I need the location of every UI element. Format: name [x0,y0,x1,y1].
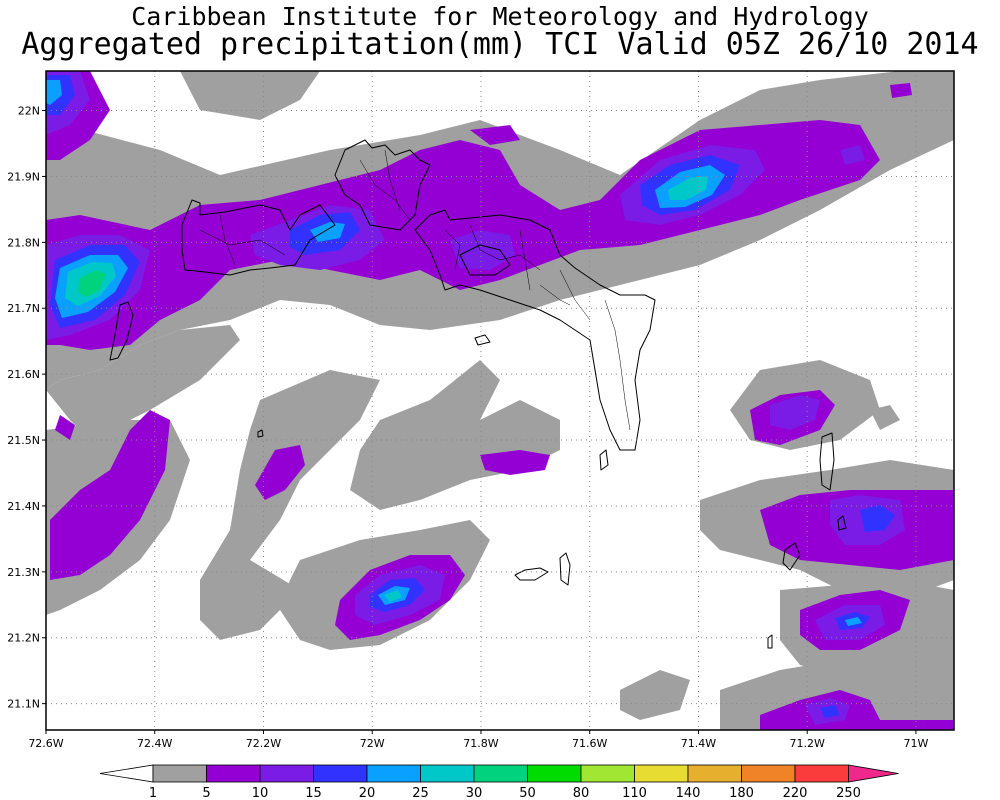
coastline-middle-caicos [414,209,656,451]
lat-tick-label: 21.6N [7,368,40,381]
colorbar-label: 30 [466,786,483,800]
colorbar-box [580,764,635,783]
coastline-cay-b [559,552,571,586]
colorbar-label: 220 [783,786,808,800]
colorbar-box [259,764,314,783]
colorbar-label: 250 [836,786,861,800]
precipitation-field [46,71,954,730]
lat-tick-label: 21.3N [7,566,40,579]
colorbar-label: 10 [252,786,269,800]
lat-tick-label: 22N [18,105,40,118]
coastline-cay-a [514,567,549,581]
colorbar-label: 15 [305,786,322,800]
lon-tick-label: 71.2W [790,737,825,750]
colorbar-box [420,764,475,783]
colorbar-label: 5 [202,786,210,800]
lat-tick-label: 21.5N [7,434,40,447]
lat-tick-label: 21.4N [7,500,40,513]
colorbar-upper-triangle [848,764,899,783]
lat-tick-label: 21.9N [7,170,40,183]
colorbar-box [366,764,421,783]
chart-title-line1: Caribbean Institute for Meteorology and … [131,2,869,31]
colorbar-label: 140 [676,786,701,800]
colorbar-labels: 1 5 10 15 20 25 30 50 80 110 140 180 220 250 [149,786,861,800]
lon-tick-label: 72.6W [28,737,63,750]
colorbar-box [687,764,742,783]
coastline-cay-e [837,515,847,531]
coastline-cay-c [599,449,609,471]
latitude-labels: 22N 21.9N 21.8N 21.7N 21.6N 21.5N 21.4N 21.3N 21… [7,105,46,711]
longitude-labels: 72.6W 72.4W 72.2W 72W 71.8W 71.6W 71.4W 71.2W 71… [28,730,928,750]
coastline-cay-d [474,334,491,346]
colorbar-label: 20 [359,786,376,800]
lat-tick-label: 21.2N [7,632,40,645]
lon-tick-label: 71.6W [572,737,607,750]
colorbar-box [313,764,368,783]
lat-tick-label: 21.8N [7,236,40,249]
lon-tick-label: 72W [360,737,385,750]
lon-tick-label: 71W [904,737,929,750]
precip-band-green [78,270,106,297]
colorbar-label: 25 [412,786,429,800]
ward-boundaries [199,149,631,431]
lon-tick-label: 72.4W [137,737,172,750]
colorbar [99,764,899,783]
coastline-north-caicos [334,139,431,231]
coastline-east-caicos-inner [459,244,511,276]
colorbar-label: 110 [622,786,647,800]
colorbar-label: 180 [729,786,754,800]
colorbar-box [741,764,796,783]
chart-title-line2: Aggregated precipitation(mm) TCI Valid 0… [21,27,979,62]
colorbar-box [206,764,261,783]
colorbar-label: 1 [149,786,157,800]
coastline-west-caicos [109,301,134,361]
colorbar-lower-triangle [99,764,154,783]
colorbar-box [473,764,528,783]
colorbar-box [527,764,582,783]
coastline-cay-g [767,634,773,649]
coastline-salt-cay [782,542,801,571]
colorbar-label: 80 [573,786,590,800]
coastline-providenciales [181,199,336,276]
colorbar-label: 50 [519,786,536,800]
lon-tick-label: 71.4W [681,737,716,750]
colorbar-box [634,764,689,783]
coastlines [109,139,847,649]
lat-tick-label: 21.7N [7,302,40,315]
lon-tick-label: 72.2W [246,737,281,750]
lon-tick-label: 71.8W [463,737,498,750]
coastline-grand-turk [819,432,835,491]
colorbar-box [794,764,849,783]
map-frame [45,70,955,731]
lat-tick-label: 21.1N [7,698,40,711]
colorbar-box [152,764,207,783]
